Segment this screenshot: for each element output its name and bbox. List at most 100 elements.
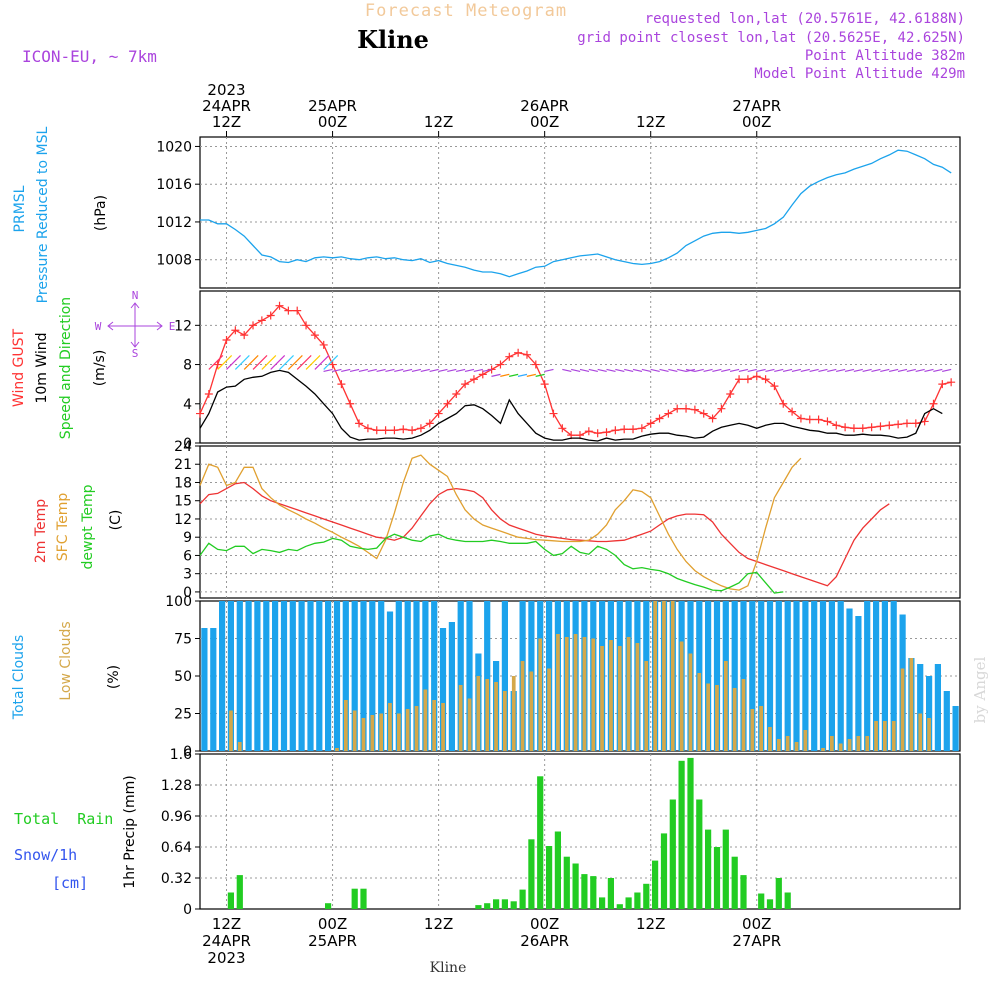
- rain-bar: [616, 904, 623, 909]
- gust-marker: [363, 424, 372, 433]
- total_clouds-bar: [457, 601, 464, 751]
- meteogram-subtitle: Forecast Meteogram: [365, 1, 567, 21]
- gust-marker: [496, 360, 505, 369]
- rain-bar: [660, 833, 668, 909]
- gust-marker: [832, 421, 841, 430]
- low_clouds-bar: [503, 691, 507, 751]
- total_clouds-bar: [369, 601, 376, 751]
- pressure-label-2: Pressure Reduced to MSL: [35, 126, 51, 303]
- wind-direction-arrow: [685, 368, 696, 373]
- rain-bar: [590, 876, 597, 909]
- rain-bar: [563, 856, 570, 909]
- wind-direction-arrow: [208, 355, 224, 370]
- temp-ytick-label: 21: [174, 457, 192, 473]
- rain-bar: [599, 897, 606, 909]
- total_clouds-bar: [466, 601, 473, 751]
- low_clouds-bar: [494, 682, 498, 751]
- wind-direction-arrow: [800, 368, 810, 373]
- low_clouds-bar: [883, 721, 887, 751]
- compass-n: N: [132, 289, 139, 302]
- low_clouds-bar: [830, 736, 834, 751]
- wind-direction-arrow: [526, 373, 536, 377]
- pressure-unit: (hPa): [93, 195, 109, 231]
- rain-bar: [713, 847, 721, 909]
- rain-bar: [669, 799, 676, 909]
- gust-marker: [805, 415, 814, 424]
- wind-direction-arrow: [341, 368, 351, 373]
- total_clouds-bar: [713, 601, 721, 751]
- total_clouds-bar: [219, 601, 226, 751]
- gust-marker: [452, 389, 461, 398]
- top-time-label: 2023: [207, 81, 245, 99]
- pressure-panel: 1008 1012 1016 1020: [156, 136, 961, 289]
- requested-coords: requested lon,lat (20.5761E, 42.6188N): [645, 11, 965, 27]
- wind-direction-arrow: [747, 368, 757, 373]
- wind-direction-arrow: [279, 355, 294, 370]
- wind-direction-arrow: [358, 368, 369, 373]
- wind-direction-arrow: [915, 368, 925, 373]
- sfc-temp-label: SFC Temp: [55, 493, 71, 562]
- temp-line: [199, 481, 890, 587]
- low_clouds-bar: [838, 743, 843, 751]
- gust-marker: [399, 425, 408, 434]
- low_clouds-bar: [370, 715, 375, 751]
- low_clouds-bar: [485, 679, 490, 751]
- low_clouds-bar: [397, 713, 401, 751]
- wind-direction-arrow: [862, 368, 872, 373]
- wind-label: 10m Wind: [34, 332, 50, 403]
- gust-marker: [841, 423, 850, 432]
- bottom-time-label: 12Z: [212, 915, 241, 933]
- wind-direction-arrow: [314, 355, 330, 370]
- gust-marker: [743, 375, 752, 384]
- rain-bar: [696, 799, 703, 909]
- pressure-ytick-label: 1008: [156, 253, 192, 269]
- low_clouds-bar: [511, 676, 516, 751]
- cloud-labels: Total Clouds Low Clouds (%): [11, 621, 122, 720]
- low_clouds-bar: [847, 739, 852, 751]
- low_clouds-bar: [715, 685, 719, 751]
- low_clouds-bar: [679, 641, 684, 751]
- gust-marker: [540, 380, 549, 389]
- gust-marker: [938, 380, 947, 389]
- pressure-label-1: PRMSL: [12, 185, 28, 232]
- wind-direction-arrow: [827, 368, 837, 373]
- gust-marker: [505, 352, 514, 361]
- rain-bar: [643, 883, 650, 909]
- rain-bar: [528, 839, 535, 910]
- bottom-time-label: 25APR: [308, 932, 357, 950]
- wind-direction-arrow: [332, 368, 342, 373]
- rain-bar: [581, 874, 588, 909]
- low_clouds-bar: [467, 698, 472, 751]
- low_clouds-bar: [900, 668, 905, 751]
- wind-direction-arrow: [544, 368, 554, 373]
- temp-frame: [199, 445, 961, 599]
- wind-direction-arrow: [721, 368, 731, 373]
- low_clouds-bar: [794, 742, 799, 751]
- low_clouds-bar: [237, 742, 242, 751]
- gust-marker: [770, 382, 779, 391]
- wind-direction-arrow: [712, 368, 722, 373]
- bottom-time-label: 26APR: [520, 932, 569, 950]
- wind-direction-arrow: [217, 355, 233, 370]
- low_clouds-bar: [626, 637, 631, 751]
- rain-bar: [236, 875, 243, 909]
- temp-unit: (C): [108, 510, 124, 531]
- top-time-label: 12Z: [636, 113, 665, 131]
- low_clouds-bar: [547, 668, 551, 751]
- rain-bar: [519, 889, 526, 909]
- low_clouds-bar: [361, 718, 366, 751]
- total_clouds-bar: [926, 676, 933, 751]
- gust-marker: [416, 424, 425, 433]
- total_clouds-bar: [422, 601, 429, 751]
- gust-marker: [699, 409, 708, 418]
- low_clouds-bar: [388, 703, 392, 751]
- total_clouds-bar: [749, 601, 756, 751]
- total_clouds-bar: [484, 601, 491, 751]
- rain-bar: [705, 829, 712, 909]
- precip-ytick-label: 1.28: [161, 778, 192, 794]
- temp-ytick-label: 15: [174, 494, 192, 510]
- pressure-frame: [199, 136, 961, 289]
- total_clouds-bar: [431, 601, 438, 751]
- total_clouds-bar: [448, 622, 455, 751]
- total_clouds-bar: [439, 628, 447, 751]
